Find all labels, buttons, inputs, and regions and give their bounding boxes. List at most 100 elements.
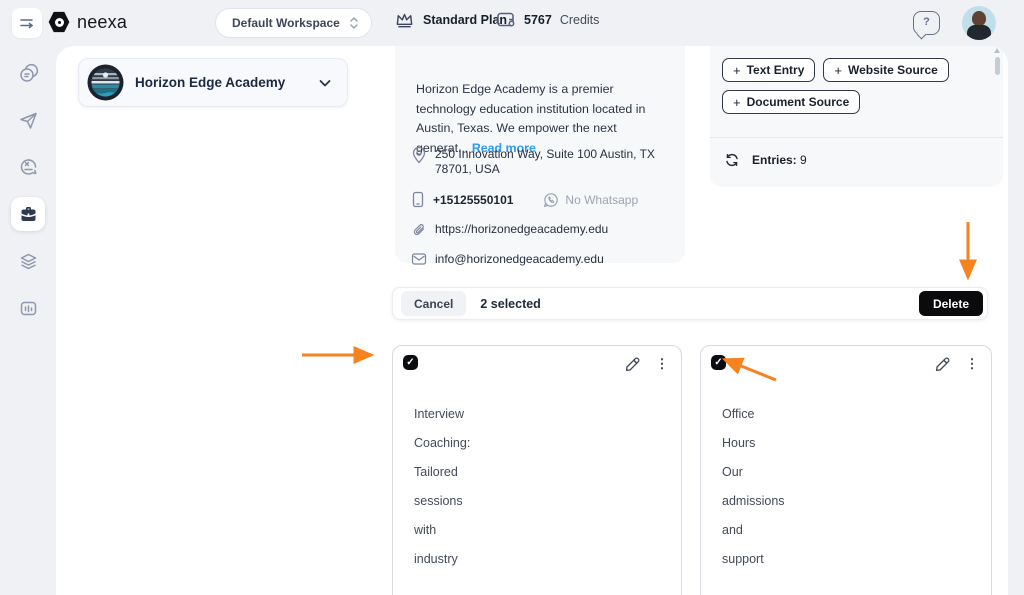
sidebar-item-layers[interactable] (11, 244, 45, 278)
user-avatar[interactable] (962, 6, 996, 40)
workspace-select-value: Default Workspace (232, 16, 340, 30)
horizon-edge-academy-logo (87, 64, 124, 101)
edit-entry-button[interactable] (623, 356, 641, 374)
brand-name: neexa (77, 11, 128, 32)
question-mark-icon: ? (923, 16, 930, 28)
credits-value: 5767 (524, 12, 552, 27)
add-website-source-label: Website Source (847, 63, 938, 77)
edit-entry-button[interactable] (933, 356, 951, 374)
brand-logo: neexa (48, 11, 127, 33)
phone-row: +15125550101 No Whatsapp (411, 191, 669, 208)
sidebar-toggle-button[interactable] (12, 8, 42, 38)
entry-word: and (722, 522, 743, 537)
location-pin-icon (412, 146, 426, 164)
website-row: https://horizonedgeacademy.edu (411, 222, 669, 238)
collapse-sidebar-icon (20, 19, 34, 29)
entry-word: admissions (722, 493, 785, 508)
add-text-entry-button[interactable]: + Text Entry (722, 58, 816, 82)
analytics-icon (20, 301, 36, 315)
add-website-source-button[interactable]: + Website Source (823, 58, 949, 82)
check-icon: ✓ (714, 357, 723, 368)
delete-button[interactable]: Delete (918, 291, 983, 316)
scroll-up-arrow[interactable] (994, 48, 1000, 53)
read-more-link[interactable]: Read more (471, 140, 536, 155)
entry-word: Coaching: (414, 435, 471, 450)
entry-word: support (722, 551, 764, 566)
select-chevrons-icon (350, 17, 358, 29)
selection-action-bar: Cancel 2 selected Delete (392, 287, 988, 320)
entry-checkbox-checked[interactable]: ✓ (403, 355, 418, 370)
entry-content: Office Hours Our admissions and support (722, 399, 785, 573)
neexa-logo-icon (48, 11, 70, 33)
sidebar-item-business[interactable] (11, 197, 45, 231)
add-document-source-button[interactable]: + Document Source (722, 90, 861, 114)
credits-badge: 5767 Credits (496, 10, 599, 29)
address-row: 250 Innovation Way, Suite 100 Austin, TX… (411, 146, 669, 177)
paperclip-icon (413, 224, 425, 236)
entries-label-text: Entries: (752, 153, 797, 167)
entry-word: Our (722, 464, 743, 479)
credits-label: Credits (559, 12, 600, 27)
selected-count: 2 selected (480, 296, 541, 311)
address-text: 250 Innovation Way, Suite 100 Austin, TX… (435, 147, 655, 176)
email-row: info@horizonedgeacademy.edu (411, 252, 669, 267)
plan-badge: Standard Plan (394, 10, 507, 30)
scrollbar-thumb[interactable] (994, 57, 1000, 75)
sidebar-item-send[interactable] (11, 103, 45, 137)
email-link[interactable]: info@horizonedgeacademy.edu (435, 252, 604, 266)
send-icon (19, 112, 37, 129)
help-button[interactable]: ? (913, 11, 940, 40)
avatar-body (967, 25, 991, 40)
whatsapp-status-group: No Whatsapp (543, 192, 638, 208)
workspace-select[interactable]: Default Workspace (215, 8, 372, 38)
main-panel: Horizon Edge Academy Horizon Edge Academ… (56, 46, 1008, 595)
refresh-icon[interactable] (724, 152, 740, 168)
business-info-card: Horizon Edge Academy is a premier techno… (395, 46, 685, 266)
cancel-button[interactable]: Cancel (401, 291, 467, 316)
entry-card-interview-coaching[interactable]: ✓ ⋮ Interview Coaching: Tailored session… (392, 345, 682, 595)
sidebar-item-analytics[interactable] (11, 291, 45, 325)
entry-card-office-hours[interactable]: ✓ ⋮ Office Hours Our admissions and supp… (700, 345, 992, 595)
entry-word: Tailored (414, 464, 458, 479)
sidebar-item-collections[interactable] (11, 56, 45, 90)
app-root: { "topbar": { "brand": "neexa", "workspa… (0, 6, 1008, 595)
panel-scrollbar[interactable] (994, 48, 1000, 75)
website-link[interactable]: https://horizonedgeacademy.edu (435, 222, 609, 236)
entry-checkbox-checked[interactable]: ✓ (711, 355, 726, 370)
plus-icon: + (733, 94, 741, 110)
business-name: Horizon Edge Academy (135, 75, 286, 90)
chevron-down-icon (319, 79, 331, 86)
help-bubble-tail (916, 29, 927, 40)
collections-icon (19, 63, 38, 82)
entry-menu-button[interactable]: ⋮ (655, 356, 669, 371)
layers-icon (20, 253, 36, 269)
add-text-entry-label: Text Entry (746, 63, 805, 77)
add-document-source-label: Document Source (746, 95, 850, 109)
entry-word: Interview (414, 406, 465, 421)
plus-icon: + (733, 62, 741, 78)
knowledge-sources-panel: + Text Entry + Website Source + Document… (710, 46, 1003, 187)
entries-label: Entries: 9 (752, 153, 807, 167)
entry-word: with (414, 522, 437, 537)
briefcase-icon (21, 206, 35, 221)
business-selector-card[interactable]: Horizon Edge Academy (78, 58, 348, 107)
wallet-icon (497, 12, 515, 27)
phone-icon (412, 191, 424, 208)
entry-menu-button[interactable]: ⋮ (965, 356, 979, 371)
sidebar-item-chats[interactable] (11, 150, 45, 184)
sidebar-nav (0, 46, 56, 575)
plan-label: Standard Plan (423, 13, 508, 27)
business-description: Horizon Edge Academy is a premier techno… (416, 80, 668, 158)
entry-word: sessions (414, 493, 463, 508)
entry-content: Interview Coaching: Tailored sessions wi… (414, 399, 470, 573)
entry-word: Hours (722, 435, 756, 450)
pencil-icon (625, 357, 640, 372)
crown-icon (396, 13, 413, 28)
envelope-icon (411, 253, 427, 265)
check-icon: ✓ (406, 357, 415, 368)
entry-word: Office (722, 406, 755, 421)
source-buttons: + Text Entry + Website Source + Document… (722, 58, 982, 114)
chat-edit-icon (20, 158, 36, 175)
whatsapp-status: No Whatsapp (565, 192, 639, 207)
pencil-icon (935, 357, 950, 372)
